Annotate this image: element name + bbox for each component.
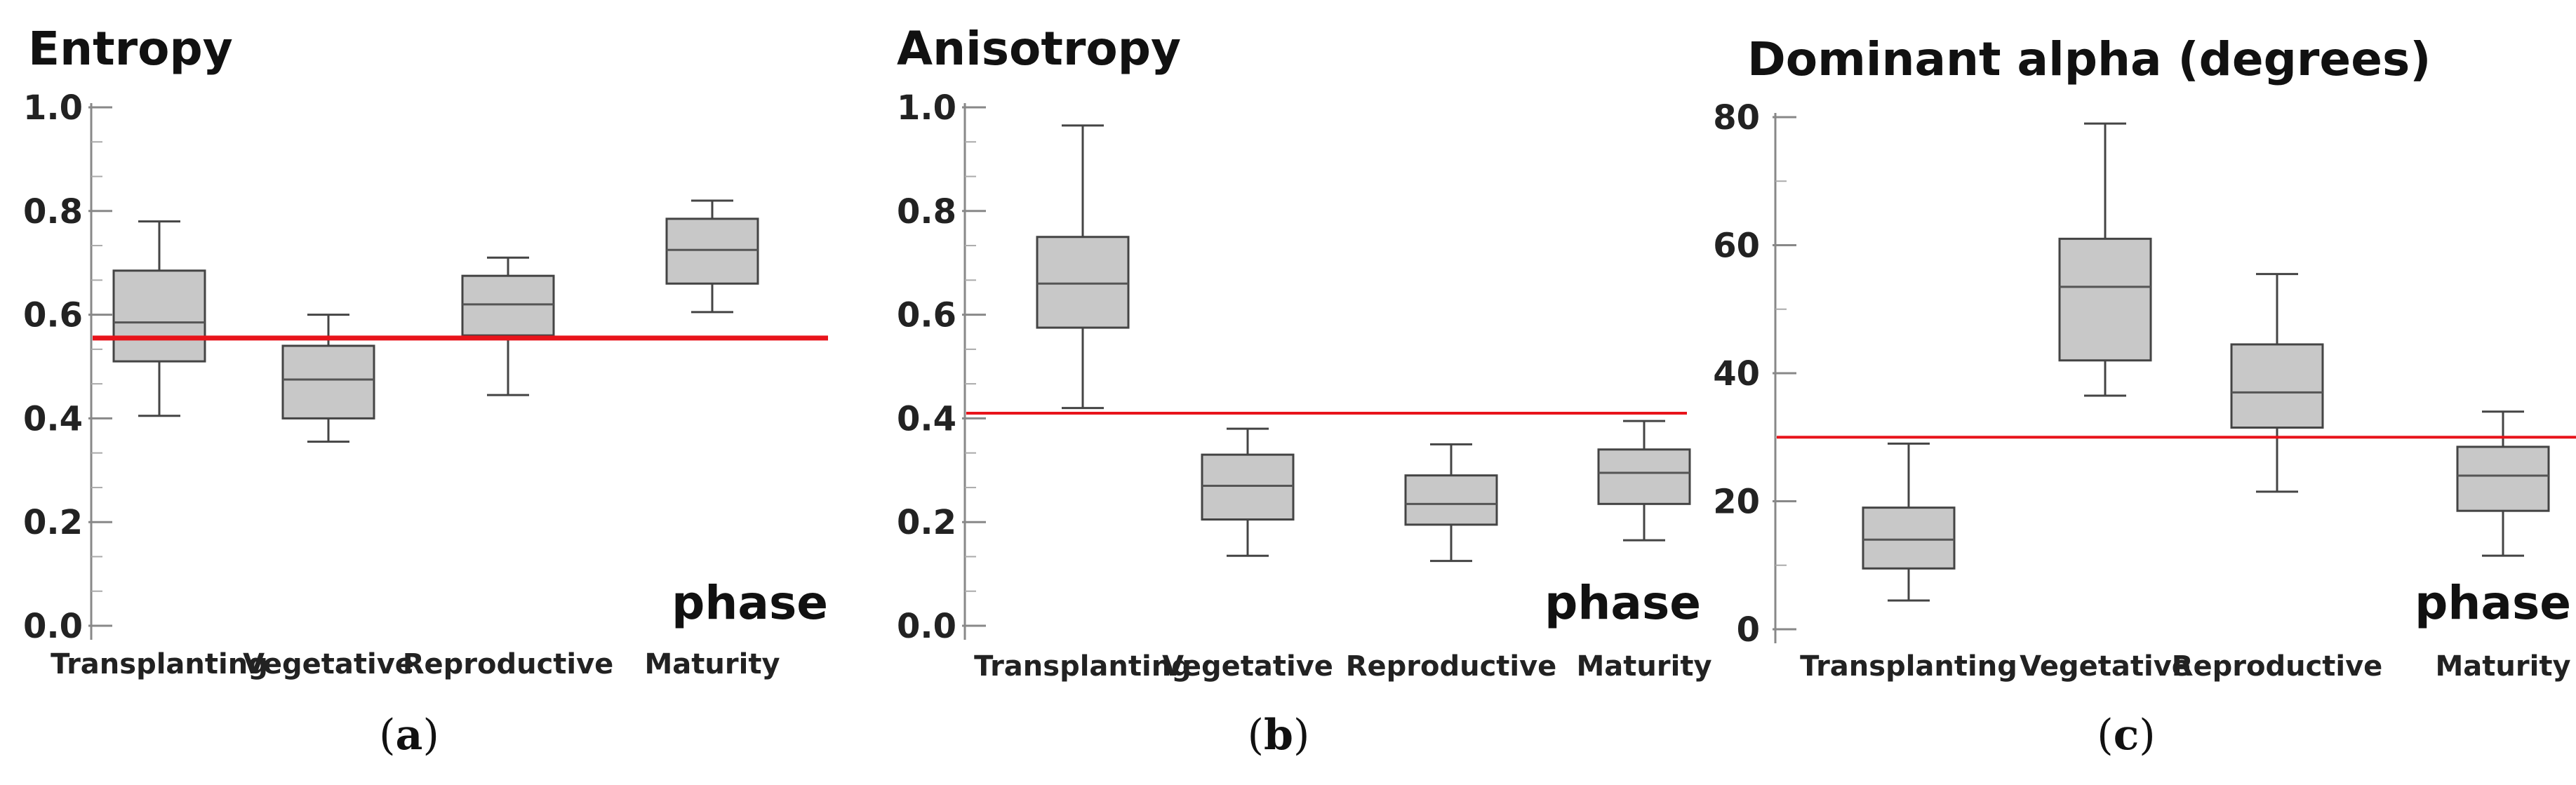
box-iqr [1404,474,1498,526]
box-reproductive [1404,443,1498,563]
box-maturity [665,199,759,314]
category-label: Transplanting [51,648,268,680]
y-tick-label: 0.6 [23,296,83,335]
box-iqr [281,344,375,420]
box-transplanting [1036,124,1130,410]
box-maturity [2456,410,2550,557]
category-label: Transplanting [974,650,1192,683]
box-iqr [2058,237,2152,362]
category-label: Vegetative [2020,650,2191,683]
chart-title: Dominant alpha (degrees) [1747,32,2431,86]
box-iqr [461,274,555,337]
box-iqr [2456,445,2550,512]
chart-title: Entropy [28,22,233,76]
y-tick-label: 0.4 [23,399,83,438]
panel-caption: (c) [2097,711,2155,760]
y-tick-label: 0 [1737,610,1760,650]
category-label: Transplanting [1800,650,2017,683]
y-tick-label: 0.6 [897,296,956,335]
box-vegetative [2058,122,2152,397]
x-axis-label: phase [672,576,828,630]
chart-title: Anisotropy [897,22,1181,76]
panel-caption: (a) [379,711,439,760]
y-tick-label: 0.4 [897,399,956,438]
category-label: Vegetative [1162,650,1333,683]
box-iqr [1201,453,1295,521]
category-label: Maturity [2435,650,2570,683]
y-tick-label: 60 [1713,227,1760,266]
y-tick-label: 0.2 [23,503,83,542]
y-tick-label: 0.2 [897,503,956,542]
category-label: Reproductive [1346,650,1557,683]
x-axis-label: phase [1544,576,1701,630]
category-label: Reproductive [403,648,614,680]
box-iqr [1597,448,1691,505]
y-tick-label: 20 [1713,483,1760,522]
chart-panel-3: Dominant alpha (degrees) 0 20 40 60 80 Transpl… [1713,32,2576,760]
y-tick-label: 0.8 [23,192,83,232]
y-tick-label: 1.0 [23,88,83,128]
box-iqr [665,217,759,285]
box-iqr [2230,343,2324,429]
category-label: Reproductive [2172,650,2383,683]
box-iqr [1036,236,1130,329]
x-axis-label: phase [2415,576,2571,630]
box-reproductive [2230,273,2324,493]
panel-caption: (b) [1248,711,1310,760]
chart-panel-2: Anisotropy 0.0 0.2 0.4 0.6 0.8 1.0 Transplantin… [897,22,1712,760]
box-iqr [112,269,206,363]
y-tick-label: 40 [1713,354,1760,394]
y-tick-label: 1.0 [897,88,956,128]
y-tick-label: 0.8 [897,192,956,232]
box-reproductive [461,256,555,396]
box-transplanting [112,220,206,417]
box-transplanting [1862,442,1956,602]
y-tick-label: 0.0 [23,607,83,646]
box-vegetative [1201,427,1295,557]
category-label: Maturity [1576,650,1711,683]
category-label: Vegetative [243,648,414,680]
box-maturity [1597,420,1691,542]
category-label: Maturity [644,648,780,680]
chart-panel-1: Entropy 0.0 0.2 0.4 0.6 0.8 1.0 TransplantingVe… [23,22,828,760]
y-tick-label: 80 [1713,98,1760,137]
y-tick-label: 0.0 [897,607,956,646]
box-iqr [1862,506,1956,570]
box-vegetative [281,314,375,443]
